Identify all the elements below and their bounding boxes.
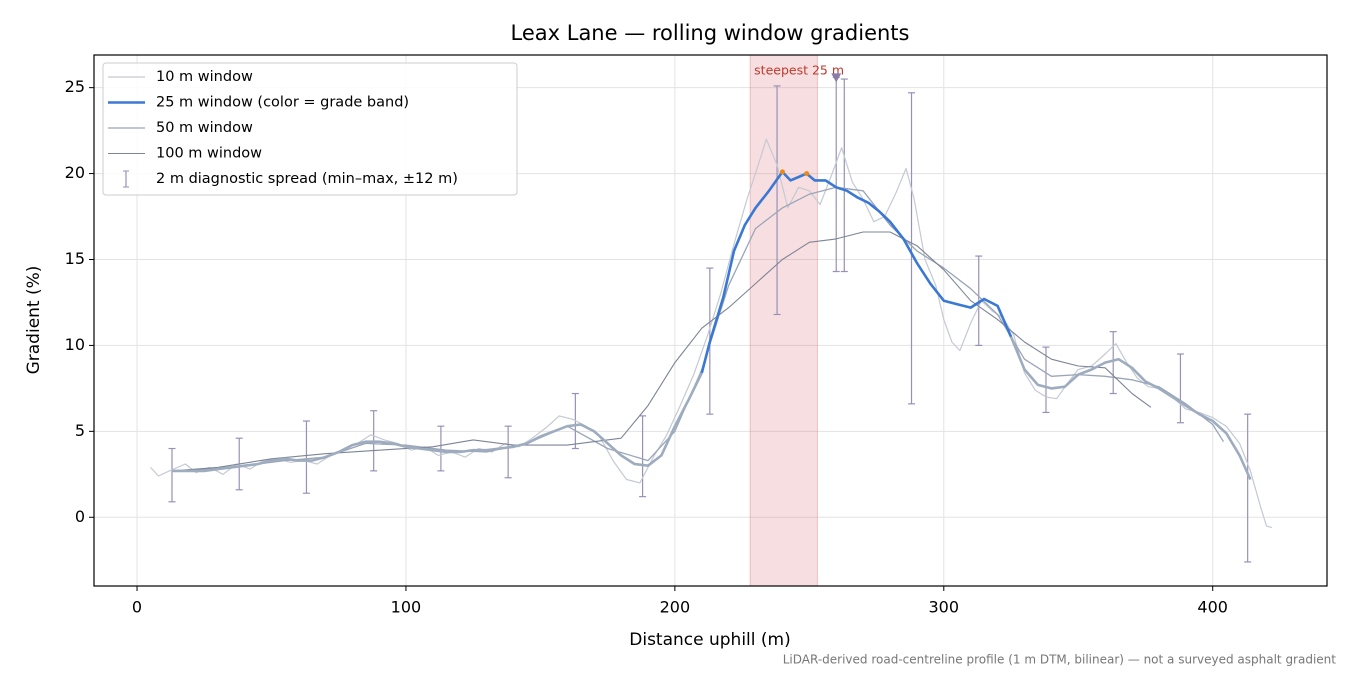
steepest-label: steepest 25 m <box>754 63 844 78</box>
steepest-span <box>749 54 818 587</box>
legend-label: 10 m window <box>156 69 253 85</box>
line <box>700 170 1013 374</box>
x-axis-label: Distance uphill (m) <box>629 630 790 650</box>
error-bar <box>639 415 647 498</box>
line <box>171 231 1152 472</box>
legend: 10 m window 25 m window (color = grade ba… <box>102 62 518 196</box>
line <box>172 372 703 473</box>
chart-title: Leax Lane — rolling window gradients <box>511 21 910 45</box>
x-tick-label: 200 <box>660 598 691 617</box>
error-bar <box>504 425 512 479</box>
error-bar <box>773 85 781 316</box>
legend-label: 25 m window (color = grade band) <box>156 95 409 111</box>
line <box>1009 336 1252 481</box>
legend-label: 2 m diagnostic spread (min–max, ±12 m) <box>156 171 458 187</box>
peak-marker <box>804 171 810 177</box>
x-tick-label: 0 <box>132 598 142 617</box>
x-tick-label: 300 <box>929 598 960 617</box>
error-bar <box>1176 353 1184 424</box>
steepest-marker <box>831 73 842 83</box>
error-bar <box>908 92 916 405</box>
legend-label: 50 m window <box>156 120 253 136</box>
error-bar <box>840 78 848 273</box>
error-bar <box>1042 346 1050 414</box>
error-bar <box>832 76 840 273</box>
y-axis-label: Gradient (%) <box>24 266 44 375</box>
error-bar <box>168 447 176 503</box>
x-tick-label: 400 <box>1197 598 1228 617</box>
y-tick-label: 15 <box>65 249 85 268</box>
legend-label: 100 m window <box>156 146 262 162</box>
error-bar <box>302 420 310 494</box>
peak-marker <box>779 169 785 175</box>
y-tick-label: 0 <box>75 507 85 526</box>
legend-box <box>102 62 518 196</box>
y-tick-label: 25 <box>65 77 85 96</box>
y-tick-label: 10 <box>65 335 85 354</box>
error-bar <box>975 255 983 347</box>
footnote: LiDAR-derived road-centreline profile (1… <box>783 653 1337 667</box>
plot-frame <box>93 54 1328 587</box>
error-bar <box>1109 331 1117 395</box>
error-bar <box>1244 413 1252 563</box>
x-tick-label: 100 <box>391 598 422 617</box>
line <box>171 186 1225 472</box>
y-tick-label: 20 <box>65 163 85 182</box>
y-tick-label: 5 <box>75 421 85 440</box>
error-bar <box>437 425 445 472</box>
